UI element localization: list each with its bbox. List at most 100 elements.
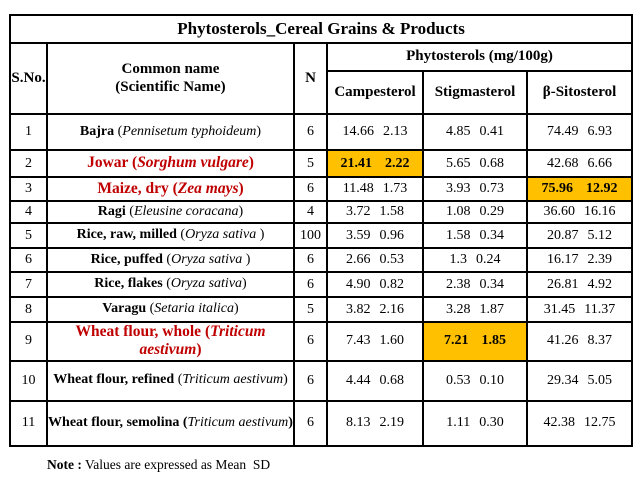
table-row: 5 Rice, raw, milled (Oryza sativa ) 100 …: [9, 222, 634, 249]
col-header-n: N: [293, 42, 328, 115]
paren: (: [146, 301, 155, 317]
paren: ): [196, 341, 202, 359]
sd-value: 0.53: [379, 252, 405, 267]
mean-value: 1.3: [449, 252, 468, 267]
cell-beta-sitosterol: 36.60 16.16: [525, 200, 634, 224]
cell-common-name: Varagu (Setaria italica): [46, 296, 295, 323]
cell-campesterol: 7.43 1.60: [326, 321, 424, 362]
mean-value: 4.90: [346, 276, 371, 292]
scientific-name: Setaria italica: [154, 301, 235, 317]
cell-beta-sitosterol: 29.34 5.05: [525, 359, 634, 402]
cell-sno: 8: [9, 296, 48, 323]
cell-stigmasterol-highlighted: 7.21 1.85: [422, 321, 528, 362]
header-common-name-line: Common name: [121, 61, 220, 78]
paren: (: [128, 154, 138, 172]
cell-sno: 5: [9, 222, 48, 249]
cell-sno: 6: [9, 247, 48, 273]
paren: (: [174, 372, 183, 388]
table-title: Phytosterols_Cereal Grains & Products: [8, 14, 634, 44]
paren: ): [238, 179, 244, 197]
cell-common-name: Ragi (Eleusine coracana): [46, 200, 295, 224]
mean-value: 4.85: [446, 124, 471, 139]
col-header-beta-sitosterol: β-Sitosterol: [525, 70, 634, 115]
scientific-name: Pennisetum typhoideum: [122, 123, 257, 139]
mean-value: 42.68: [547, 155, 579, 171]
cell-beta-sitosterol-highlighted: 75.96 12.92: [525, 176, 634, 202]
sd-value: 2.13: [383, 124, 408, 139]
scientific-name: Sorghum vulgare: [137, 154, 249, 172]
cell-beta-sitosterol: 16.17 2.39: [525, 247, 634, 273]
paren: (: [168, 179, 178, 197]
mean-value: 21.41: [340, 155, 373, 171]
common-name: Wheat flour, refined: [53, 372, 175, 388]
paren: ): [248, 154, 254, 172]
cell-common-name: Wheat flour, whole (Triticum aestivum): [46, 321, 295, 362]
col-header-common-name: Common name (Scientific Name): [46, 42, 295, 115]
mean-value: 2.38: [446, 276, 471, 292]
sd-value: 2.19: [379, 415, 405, 431]
cell-stigmasterol: 1.3 0.24: [422, 247, 528, 273]
paren: (: [125, 203, 134, 219]
cell-sno: 2: [9, 149, 48, 178]
paren: (: [162, 276, 171, 292]
cell-stigmasterol: 2.38 0.34: [422, 271, 528, 298]
table-row: 2 Jowar (Sorghum vulgare) 5 21.41 2.22 5.…: [9, 149, 634, 178]
cell-beta-sitosterol: 20.87 5.12: [525, 222, 634, 249]
cell-beta-sitosterol: 41.26 8.37: [525, 321, 634, 362]
cell-common-name: Maize, dry (Zea mays): [46, 176, 295, 202]
cell-stigmasterol: 0.53 0.10: [422, 359, 528, 402]
common-name: Jowar: [87, 154, 129, 172]
common-name: Ragi: [97, 203, 126, 219]
mean-value: 29.34: [547, 372, 579, 388]
cell-n: 4: [293, 200, 328, 224]
mean-value: 8.13: [346, 415, 371, 431]
mean-value: 7.21: [444, 333, 469, 349]
sd-value: 16.16: [584, 204, 616, 219]
paren: (: [176, 227, 186, 243]
common-name: Bajra: [79, 123, 115, 139]
sd-value: 0.41: [479, 124, 505, 139]
mean-value: 3.72: [346, 204, 371, 219]
mean-value: 26.81: [547, 276, 579, 292]
note-text: Values are expressed as Mean SD: [81, 456, 271, 472]
cell-campesterol: 11.48 1.73: [326, 176, 424, 202]
header-row-top: S.No. Common name (Scientific Name) N Phy…: [9, 42, 634, 115]
paren: (: [162, 251, 172, 267]
paren: (: [179, 414, 188, 430]
mean-value: 5.65: [446, 155, 471, 171]
mean-value: 41.26: [547, 333, 579, 349]
sd-value: 0.82: [379, 276, 405, 292]
paren: ): [256, 123, 262, 139]
cell-sno: 3: [9, 176, 48, 202]
sd-value: 6.66: [587, 155, 613, 171]
cell-stigmasterol: 3.28 1.87: [422, 296, 528, 323]
mean-value: 3.93: [446, 181, 471, 196]
sd-value: 11.37: [584, 301, 616, 317]
cell-stigmasterol: 1.11 0.30: [422, 399, 528, 447]
mean-value: 3.82: [346, 301, 371, 317]
sd-value: 12.92: [586, 181, 618, 196]
sd-value: 0.34: [479, 227, 505, 243]
cell-stigmasterol: 4.85 0.41: [422, 113, 528, 151]
scientific-name: Triticum aestivum: [139, 323, 266, 359]
cell-campesterol: 4.44 0.68: [326, 359, 424, 402]
cell-beta-sitosterol: 26.81 4.92: [525, 271, 634, 298]
col-header-sno: S.No.: [9, 42, 48, 115]
cell-n: 6: [293, 176, 328, 202]
paren: ): [234, 301, 239, 317]
cell-beta-sitosterol: 74.49 6.93: [525, 113, 634, 151]
scientific-name: Oryza sativa: [171, 251, 246, 267]
common-name: Varagu: [102, 301, 147, 317]
sd-value: 1.87: [479, 301, 505, 317]
mean-value: 16.17: [547, 252, 579, 267]
sd-value: 8.37: [587, 333, 613, 349]
mean-value: 1.58: [446, 227, 471, 243]
footnote: Note : Values are expressed as Mean SD: [47, 457, 638, 473]
mean-value: 42.38: [543, 415, 576, 431]
cell-beta-sitosterol: 42.68 6.66: [525, 149, 634, 178]
col-header-campesterol: Campesterol: [326, 70, 424, 115]
sd-value: 1.58: [379, 204, 405, 219]
col-group-header-phytosterols: Phytosterols (mg/100g): [325, 42, 634, 72]
col-header-stigmasterol: Stigmasterol: [422, 70, 528, 115]
sd-value: 0.96: [379, 227, 405, 243]
